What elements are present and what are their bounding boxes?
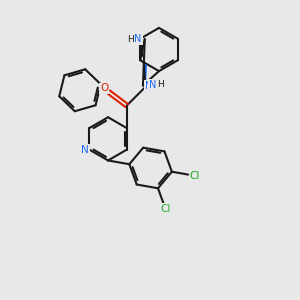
Text: N: N bbox=[134, 34, 142, 44]
Text: H: H bbox=[127, 35, 134, 44]
Text: N: N bbox=[81, 145, 89, 155]
Text: H: H bbox=[158, 80, 164, 89]
Text: Cl: Cl bbox=[161, 204, 171, 214]
Text: N: N bbox=[145, 81, 152, 91]
Text: Cl: Cl bbox=[189, 170, 200, 181]
Text: O: O bbox=[100, 83, 108, 94]
Text: N: N bbox=[149, 80, 157, 90]
